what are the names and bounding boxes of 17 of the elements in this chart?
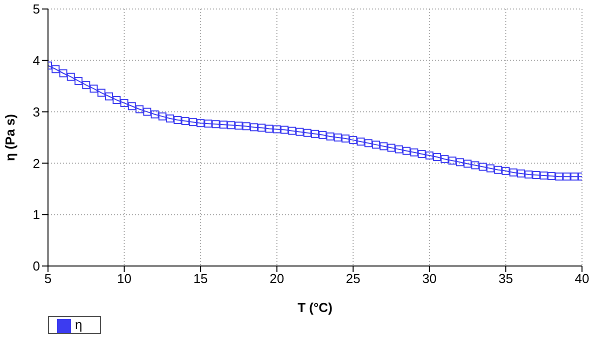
y-tick-label: 3 — [32, 104, 40, 120]
x-tick-label: 5 — [44, 271, 52, 286]
x-tick-label: 25 — [346, 271, 360, 286]
y-tick-label: 5 — [32, 2, 40, 17]
x-tick-label: 35 — [498, 271, 513, 286]
y-axis-title: η (Pa s) — [2, 114, 18, 161]
y-tick-label: 2 — [32, 156, 40, 171]
x-tick-label: 15 — [193, 271, 208, 286]
y-tick-label: 0 — [32, 258, 40, 274]
y-tick-label: 1 — [32, 207, 40, 222]
x-tick-label: 10 — [117, 271, 132, 286]
x-tick-label: 20 — [270, 271, 284, 286]
x-tick-label: 40 — [574, 271, 590, 286]
x-axis-title: T (°C) — [298, 300, 332, 315]
legend-label: η — [75, 317, 82, 332]
y-tick-label: 4 — [32, 53, 40, 68]
x-tick-label: 30 — [422, 271, 437, 286]
